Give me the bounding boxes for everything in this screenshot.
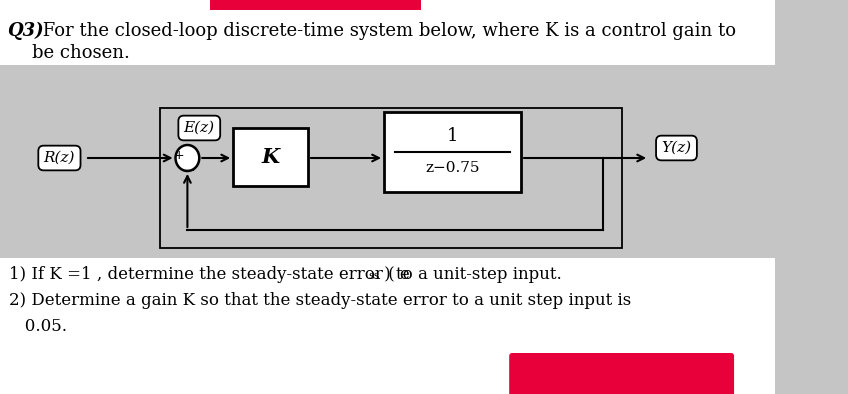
Text: z−0.75: z−0.75: [425, 161, 480, 175]
Text: Q3): Q3): [8, 22, 44, 40]
Text: −: −: [183, 162, 196, 178]
Bar: [233, 128, 308, 186]
Text: E(z): E(z): [184, 121, 215, 135]
Text: K: K: [261, 147, 280, 167]
FancyBboxPatch shape: [509, 353, 734, 394]
Bar: [160, 108, 622, 248]
Text: ss: ss: [368, 271, 380, 281]
Bar: [210, 0, 421, 10]
Text: 0.05.: 0.05.: [9, 318, 67, 335]
Text: 1: 1: [447, 127, 458, 145]
Bar: [384, 112, 521, 192]
Text: ) to a unit-step input.: ) to a unit-step input.: [379, 266, 562, 283]
Text: 1) If K =1 , determine the steady-state error ( e: 1) If K =1 , determine the steady-state …: [9, 266, 410, 283]
Text: 2) Determine a gain K so that the steady-state error to a unit step input is: 2) Determine a gain K so that the steady…: [9, 292, 632, 309]
Text: For the closed-loop discrete-time system below, where K is a control gain to: For the closed-loop discrete-time system…: [36, 22, 735, 40]
Text: R(z): R(z): [43, 151, 75, 165]
Text: Y(z): Y(z): [661, 141, 691, 155]
Text: +: +: [174, 149, 185, 162]
Text: be chosen.: be chosen.: [32, 44, 130, 62]
Bar: [0, 258, 775, 394]
Bar: [0, 0, 775, 65]
Circle shape: [176, 145, 199, 171]
